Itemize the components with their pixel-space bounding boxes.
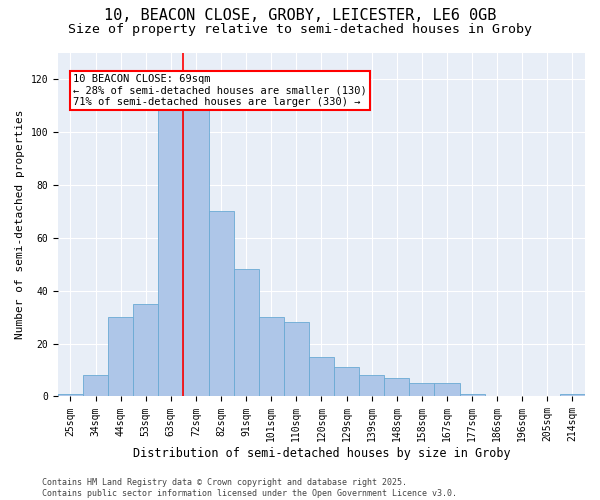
Bar bbox=[184, 84, 209, 396]
Text: Contains HM Land Registry data © Crown copyright and database right 2025.
Contai: Contains HM Land Registry data © Crown c… bbox=[42, 478, 457, 498]
Bar bbox=[460, 394, 485, 396]
Bar bbox=[233, 270, 259, 396]
Bar bbox=[359, 376, 384, 396]
Bar bbox=[284, 322, 309, 396]
X-axis label: Distribution of semi-detached houses by size in Groby: Distribution of semi-detached houses by … bbox=[133, 447, 510, 460]
Bar bbox=[409, 383, 434, 396]
Text: Size of property relative to semi-detached houses in Groby: Size of property relative to semi-detach… bbox=[68, 22, 532, 36]
Bar bbox=[209, 212, 233, 396]
Y-axis label: Number of semi-detached properties: Number of semi-detached properties bbox=[15, 110, 25, 339]
Bar bbox=[83, 376, 108, 396]
Bar bbox=[108, 317, 133, 396]
Bar bbox=[133, 304, 158, 396]
Bar bbox=[434, 383, 460, 396]
Text: 10, BEACON CLOSE, GROBY, LEICESTER, LE6 0GB: 10, BEACON CLOSE, GROBY, LEICESTER, LE6 … bbox=[104, 8, 496, 22]
Bar bbox=[259, 317, 284, 396]
Bar bbox=[158, 98, 184, 397]
Bar bbox=[334, 368, 359, 396]
Bar bbox=[560, 394, 585, 396]
Bar bbox=[58, 394, 83, 396]
Bar bbox=[384, 378, 409, 396]
Text: 10 BEACON CLOSE: 69sqm
← 28% of semi-detached houses are smaller (130)
71% of se: 10 BEACON CLOSE: 69sqm ← 28% of semi-det… bbox=[73, 74, 367, 107]
Bar bbox=[309, 357, 334, 397]
